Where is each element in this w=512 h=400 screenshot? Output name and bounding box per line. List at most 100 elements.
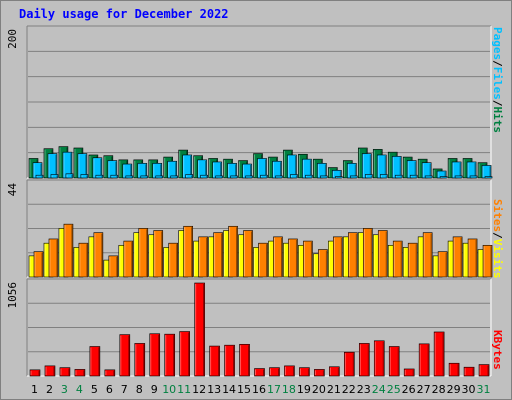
day-tick-label: 8: [136, 383, 143, 396]
day-tick-label: 25: [387, 383, 401, 396]
sites-bar: [33, 251, 44, 278]
day-tick-label: 15: [237, 383, 251, 396]
files-bar: [212, 161, 222, 179]
files-bar: [391, 156, 402, 179]
day-tick-label: 30: [462, 383, 476, 396]
kbytes-bar: [179, 331, 190, 377]
hits-files-pages-legend-part: Pages: [491, 27, 504, 60]
sites-bar: [153, 230, 164, 278]
sites-bar: [362, 228, 373, 278]
day-tick-label: 1: [31, 383, 38, 396]
kbytes-bar: [314, 369, 325, 377]
sites-bar: [303, 240, 313, 278]
pages-bar: [260, 174, 268, 179]
kbytes-bar: [344, 351, 355, 377]
files-bar: [92, 157, 103, 179]
visits-sites-legend-part: Sites: [491, 199, 504, 232]
pages-bar: [170, 175, 179, 179]
files-bar: [466, 161, 477, 179]
sites-bar: [168, 242, 179, 278]
sites-bar: [437, 251, 448, 278]
kbytes-bar: [373, 340, 385, 377]
day-tick-label: 16: [252, 383, 266, 396]
day-tick-label: 2: [46, 383, 53, 396]
kbytes-bar: [269, 367, 280, 377]
kbytes-bar: [104, 369, 116, 377]
pages-bar: [350, 175, 358, 179]
pages-bar: [155, 175, 164, 179]
pages-bar: [439, 176, 448, 179]
kbytes-bar: [358, 343, 370, 377]
pages-bar: [80, 174, 89, 179]
kbytes-bar: [284, 365, 295, 377]
day-tick-label: 23: [357, 383, 371, 396]
files-bar: [481, 165, 492, 179]
hits-y-max-label: 200: [6, 29, 19, 49]
day-tick-label: 9: [151, 383, 158, 396]
files-bar: [272, 160, 282, 179]
sites-bar: [183, 225, 193, 278]
hits-files-pages-legend-part: Hits: [491, 107, 504, 134]
pages-bar: [245, 175, 253, 179]
pages-bar: [335, 176, 343, 179]
pages-bar: [320, 175, 328, 179]
kbytes-bar: [194, 282, 205, 377]
sites-bar: [482, 244, 493, 278]
kbytes-bar: [299, 367, 310, 377]
sites-bar: [213, 232, 223, 278]
kbytes-legend: KBytes: [491, 330, 504, 370]
sites-bar: [108, 255, 119, 278]
pages-bar: [305, 174, 313, 179]
sites-bar: [228, 225, 238, 278]
sites-bar: [48, 238, 59, 278]
day-tick-label: 3: [61, 383, 68, 396]
files-bar: [451, 161, 462, 179]
pages-bar: [140, 175, 149, 179]
pages-bar: [454, 175, 463, 179]
pages-bar: [125, 175, 134, 179]
kbytes-bar: [134, 343, 146, 377]
pages-bar: [110, 174, 119, 179]
pages-bar: [50, 174, 59, 179]
pages-bar: [215, 175, 223, 179]
pages-bar: [65, 173, 74, 179]
day-tick-label: 17: [267, 383, 281, 396]
day-tick-label: 6: [106, 383, 113, 396]
day-tick-label: 29: [447, 383, 461, 396]
sites-bar: [138, 228, 149, 278]
day-tick-label: 4: [76, 383, 83, 396]
sites-bar: [467, 238, 478, 278]
pages-bar: [484, 176, 493, 179]
day-tick-label: 21: [327, 383, 341, 396]
sites-bar: [318, 249, 328, 278]
chart-title: Daily usage for December 2022: [19, 7, 229, 21]
kbytes-bar: [433, 331, 445, 377]
day-tick-label: 27: [417, 383, 431, 396]
pages-bar: [364, 174, 373, 179]
day-tick-label: 5: [91, 383, 98, 396]
kbytes-bar: [448, 362, 460, 377]
day-tick-label: 24: [372, 383, 386, 396]
pages-bar: [275, 175, 283, 179]
hits-files-pages-legend: Pages/Files/Hits: [491, 27, 504, 133]
kbytes-bar: [403, 368, 415, 377]
kbytes-bar: [74, 369, 86, 377]
kbytes-bar: [119, 334, 131, 377]
kbytes-bar: [59, 367, 71, 377]
day-tick-label: 13: [207, 383, 221, 396]
sites-bar: [273, 236, 283, 278]
sites-bar: [333, 236, 343, 278]
kbytes-bar: [388, 346, 400, 377]
pages-bar: [185, 174, 193, 179]
sites-bar: [93, 232, 104, 278]
sites-bar: [198, 236, 208, 278]
kbytes-bar: [418, 343, 430, 377]
day-tick-label: 31: [477, 383, 491, 396]
day-tick-label: 28: [432, 383, 446, 396]
day-tick-label: 14: [222, 383, 236, 396]
pages-bar: [409, 174, 418, 179]
day-tick-label: 12: [192, 383, 206, 396]
day-tick-label: 7: [121, 383, 128, 396]
pages-bar: [394, 174, 403, 179]
